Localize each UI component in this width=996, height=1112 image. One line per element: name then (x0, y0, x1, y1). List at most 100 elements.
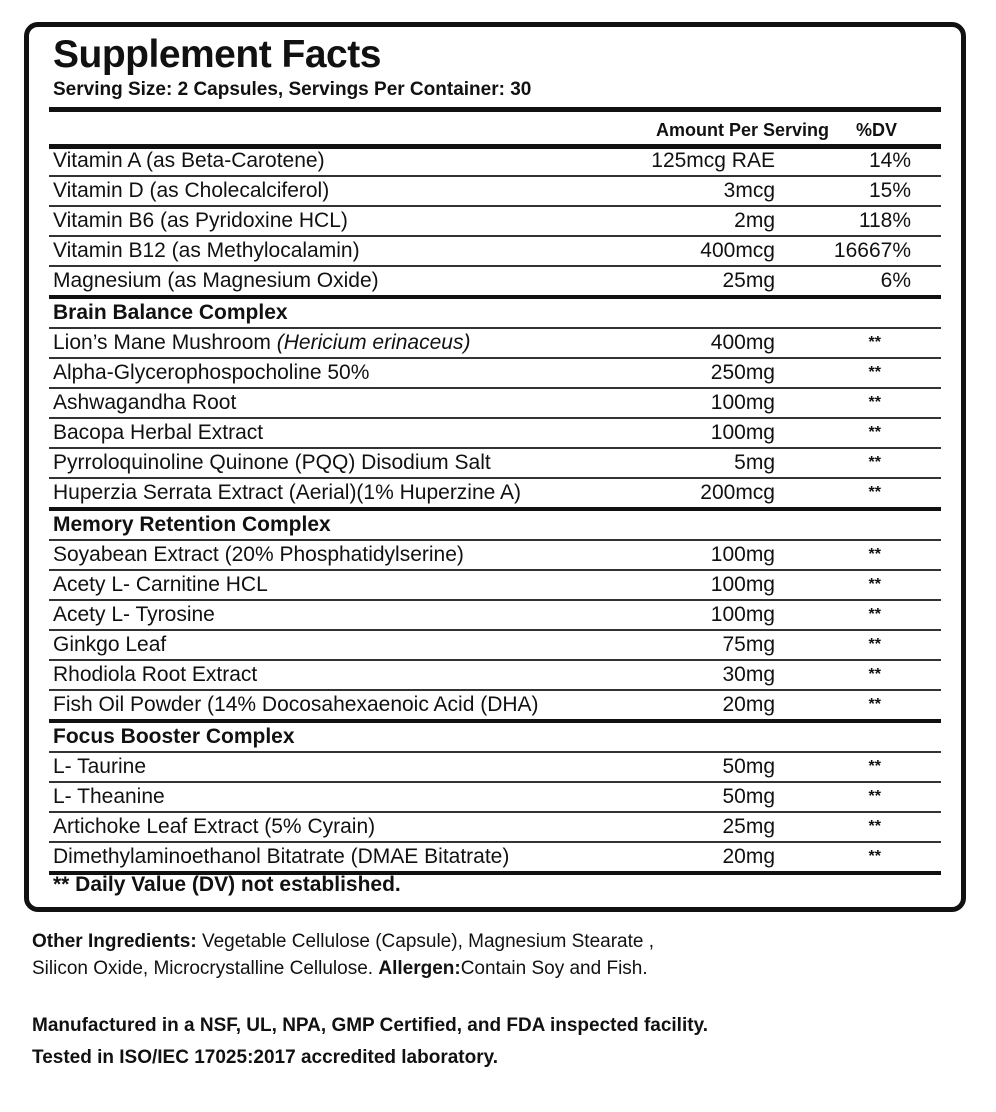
testing-line: Tested in ISO/IEC 17025:2017 accredited … (32, 1047, 499, 1068)
ingredient-row: Alpha-Glycerophospocholine 50% 250mg ** (49, 359, 941, 389)
ingredient-row: Fish Oil Powder (14% Docosahexaenoic Aci… (49, 691, 941, 723)
ingredient-dv: ** (868, 606, 881, 623)
ingredient-amount: 100mg (710, 391, 775, 414)
allergen-text: Contain Soy and Fish. (460, 958, 648, 979)
ingredient-dv: ** (868, 818, 881, 835)
ingredient-row: Soyabean Extract (20% Phosphatidylserine… (49, 541, 941, 571)
ingredient-amount: 75mg (722, 633, 775, 656)
ingredient-dv: ** (868, 848, 881, 865)
manufacture-line: Manufactured in a NSF, UL, NPA, GMP Cert… (32, 1015, 709, 1036)
nutrient-name: Vitamin A (as Beta-Carotene) (53, 149, 325, 172)
ingredient-dv: ** (868, 666, 881, 683)
nutrient-amount: 400mcg (700, 239, 775, 262)
other-ingredients-text: Vegetable Cellulose (Capsule), Magnesium… (196, 931, 654, 952)
ingredient-amount: 20mg (722, 845, 775, 868)
section-title: Brain Balance Complex (53, 301, 288, 324)
vitamin-row: Vitamin B12 (as Methylocalamin) 400mcg 166… (49, 237, 941, 267)
ingredient-amount: 50mg (722, 785, 775, 808)
nutrient-table: Vitamin A (as Beta-Carotene) 125mcg RAE 14… (49, 147, 941, 875)
vitamin-row: Vitamin D (as Cholecalciferol) 3mcg 15% (49, 177, 941, 207)
section-header: Focus Booster Complex (49, 723, 941, 753)
ingredient-amount: 100mg (710, 573, 775, 596)
ingredient-name: Lion’s Mane Mushroom (53, 331, 277, 354)
ingredient-row: Rhodiola Root Extract 30mg ** (49, 661, 941, 691)
nutrient-dv: 16667% (833, 239, 911, 262)
ingredient-name-wrap: Lion’s Mane Mushroom (Hericium erinaceus… (53, 329, 470, 357)
latin-name: (Hericium erinaceus) (276, 331, 471, 354)
vitamin-row: Vitamin B6 (as Pyridoxine HCL) 2mg 118% (49, 207, 941, 237)
ingredient-name: Fish Oil Powder (14% Docosahexaenoic Aci… (53, 693, 539, 716)
section-header: Memory Retention Complex (49, 511, 941, 541)
ingredient-row: Artichoke Leaf Extract (5% Cyrain) 25mg ** (49, 813, 941, 843)
ingredient-name: Rhodiola Root Extract (53, 663, 258, 686)
panel-title: Supplement Facts (53, 33, 381, 76)
ingredient-name: Artichoke Leaf Extract (5% Cyrain) (53, 815, 376, 838)
section-title: Memory Retention Complex (53, 513, 331, 536)
nutrient-dv: 14% (868, 149, 911, 172)
nutrient-amount: 125mcg RAE (651, 149, 775, 172)
ingredient-name: Acety L- Carnitine HCL (53, 573, 268, 596)
ingredient-dv: ** (868, 394, 881, 411)
ingredient-amount: 100mg (710, 543, 775, 566)
ingredient-amount: 25mg (722, 815, 775, 838)
ingredient-row: Lion’s Mane Mushroom (Hericium erinaceus… (49, 329, 941, 359)
other-ingredients-text-2: Silicon Oxide, Microcrystalline Cellulos… (32, 958, 379, 979)
nutrient-name: Vitamin D (as Cholecalciferol) (53, 179, 330, 202)
ingredient-dv: ** (868, 636, 881, 653)
ingredient-amount: 30mg (722, 663, 775, 686)
ingredient-name: Acety L- Tyrosine (53, 603, 215, 626)
ingredient-row: Ashwagandha Root 100mg ** (49, 389, 941, 419)
divider (49, 107, 941, 112)
ingredient-dv: ** (868, 364, 881, 381)
ingredient-row: L- Taurine 50mg ** (49, 753, 941, 783)
ingredient-name: L- Taurine (53, 755, 147, 778)
other-ingredients: Other Ingredients: Vegetable Cellulose (… (32, 928, 654, 982)
nutrient-name: Magnesium (as Magnesium Oxide) (53, 269, 379, 292)
ingredient-row: L- Theanine 50mg ** (49, 783, 941, 813)
ingredient-dv: ** (868, 334, 881, 351)
ingredient-name: Dimethylaminoethanol Bitatrate (DMAE Bit… (53, 845, 510, 868)
ingredient-dv: ** (868, 424, 881, 441)
footnote: ** Daily Value (DV) not established. (53, 873, 401, 896)
nutrient-amount: 25mg (722, 269, 775, 292)
ingredient-name: Huperzia Serrata Extract (Aerial)(1% Hup… (53, 481, 522, 504)
vitamin-row: Magnesium (as Magnesium Oxide) 25mg 6% (49, 267, 941, 299)
ingredient-row: Acety L- Carnitine HCL 100mg ** (49, 571, 941, 601)
ingredient-dv: ** (868, 576, 881, 593)
ingredient-dv: ** (868, 758, 881, 775)
serving-info: Serving Size: 2 Capsules, Servings Per C… (53, 79, 532, 100)
ingredient-amount: 100mg (710, 421, 775, 444)
ingredient-dv: ** (868, 484, 881, 501)
ingredient-name: Pyrroloquinoline Quinone (PQQ) Disodium … (53, 451, 491, 474)
ingredient-row: Pyrroloquinoline Quinone (PQQ) Disodium … (49, 449, 941, 479)
ingredient-name: L- Theanine (53, 785, 165, 808)
ingredient-row: Bacopa Herbal Extract 100mg ** (49, 419, 941, 449)
nutrient-dv: 6% (880, 269, 911, 292)
ingredient-name: Ginkgo Leaf (53, 633, 167, 656)
ingredient-dv: ** (868, 696, 881, 713)
nutrient-dv: 118% (858, 209, 911, 232)
allergen-label: Allergen: (378, 958, 461, 979)
section-title: Focus Booster Complex (53, 725, 295, 748)
section-header: Brain Balance Complex (49, 299, 941, 329)
ingredient-amount: 400mg (710, 331, 775, 354)
ingredient-amount: 5mg (734, 451, 775, 474)
divider (49, 144, 941, 149)
other-ingredients-label: Other Ingredients: (32, 931, 197, 952)
ingredient-name: Alpha-Glycerophospocholine 50% (53, 361, 370, 384)
nutrient-amount: 3mcg (723, 179, 775, 202)
ingredient-amount: 20mg (722, 693, 775, 716)
ingredient-amount: 100mg (710, 603, 775, 626)
ingredient-dv: ** (868, 788, 881, 805)
supplement-facts-panel: Supplement Facts Serving Size: 2 Capsule… (24, 22, 966, 912)
ingredient-amount: 200mcg (700, 481, 775, 504)
dv-header: %DV (855, 120, 897, 140)
ingredient-row: Ginkgo Leaf 75mg ** (49, 631, 941, 661)
nutrient-amount: 2mg (734, 209, 775, 232)
nutrient-dv: 15% (868, 179, 911, 202)
ingredient-name: Ashwagandha Root (53, 391, 237, 414)
amount-header: Amount Per Serving (655, 120, 829, 140)
nutrient-name: Vitamin B6 (as Pyridoxine HCL) (53, 209, 348, 232)
ingredient-name: Soyabean Extract (20% Phosphatidylserine… (53, 543, 464, 566)
nutrient-name: Vitamin B12 (as Methylocalamin) (53, 239, 360, 262)
